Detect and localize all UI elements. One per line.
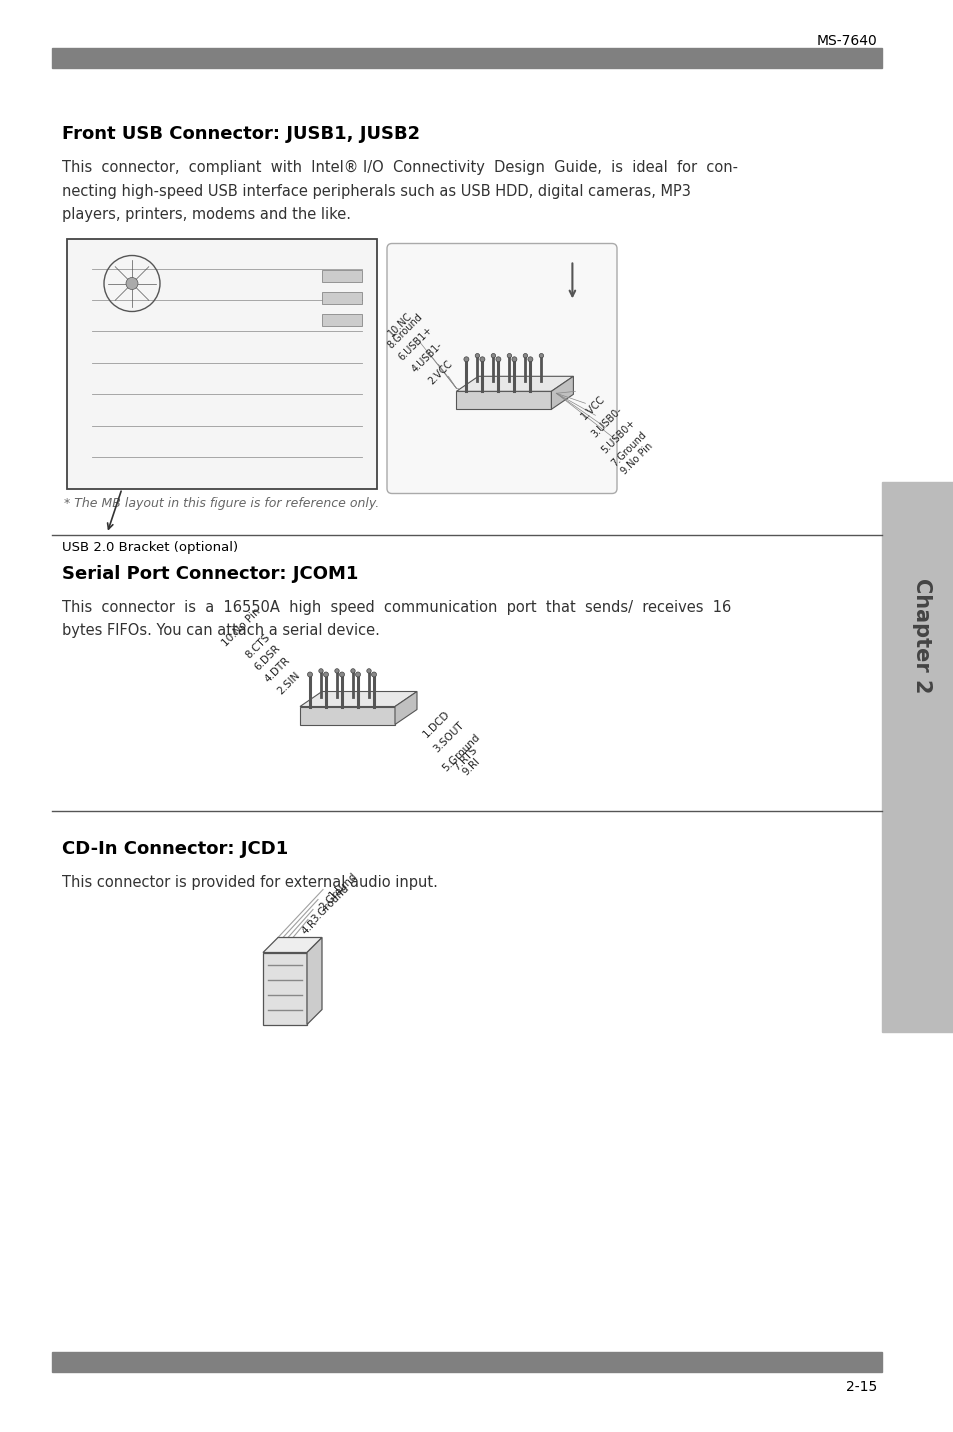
Text: 4.USB1-: 4.USB1- [410,339,444,374]
Text: 1.L: 1.L [327,882,345,901]
Polygon shape [307,938,322,1024]
Text: MS-7640: MS-7640 [816,34,876,49]
Text: 2.Ground: 2.Ground [317,871,359,912]
Text: Chapter 2: Chapter 2 [911,579,931,693]
Bar [322,314,361,325]
Circle shape [527,357,533,362]
Polygon shape [263,938,322,952]
Bar [322,269,361,282]
Text: Front USB Connector: JUSB1, JUSB2: Front USB Connector: JUSB1, JUSB2 [62,125,419,143]
Text: 2.SIN: 2.SIN [275,670,302,696]
Circle shape [126,278,138,289]
Circle shape [479,357,484,362]
Text: 2.VCC: 2.VCC [426,358,454,387]
Text: 10.No Pin: 10.No Pin [220,606,262,649]
Text: USB 2.0 Bracket (optional): USB 2.0 Bracket (optional) [62,540,238,554]
Circle shape [522,354,527,358]
Circle shape [339,672,344,677]
Circle shape [307,672,313,677]
Text: bytes FIFOs. You can attach a serial device.: bytes FIFOs. You can attach a serial dev… [62,623,379,639]
Circle shape [366,669,371,673]
Text: CD-In Connector: JCD1: CD-In Connector: JCD1 [62,841,288,859]
Circle shape [323,672,328,677]
Text: Serial Port Connector: JCOM1: Serial Port Connector: JCOM1 [62,564,358,583]
Polygon shape [395,692,416,725]
Circle shape [507,354,511,358]
Circle shape [491,354,495,358]
Text: 8.Ground: 8.Ground [385,312,424,351]
Text: 2-15: 2-15 [845,1380,876,1393]
Text: 3.Ground: 3.Ground [309,884,350,925]
Text: This connector is provided for external audio input.: This connector is provided for external … [62,875,437,891]
Bar [52,1352,882,1372]
Text: 9.RI: 9.RI [460,756,482,778]
Text: This  connector,  compliant  with  Intel® I/O  Connectivity  Design  Guide,  is : This connector, compliant with Intel® I/… [62,160,738,175]
Text: 5.Ground: 5.Ground [440,733,482,773]
Text: 6.USB1+: 6.USB1+ [396,325,434,362]
Polygon shape [551,377,573,410]
Text: 9.No Pin: 9.No Pin [618,441,655,477]
Circle shape [318,669,323,673]
Circle shape [335,669,339,673]
Bar [52,49,882,67]
Text: 4.R: 4.R [299,918,319,937]
Circle shape [512,357,517,362]
Bar [263,952,307,1024]
Text: 1.VCC: 1.VCC [578,394,606,421]
Circle shape [538,354,543,358]
Bar [67,239,376,488]
Bar [882,483,953,1032]
Text: 6.DSR: 6.DSR [253,643,282,673]
Text: * The MB layout in this figure is for reference only.: * The MB layout in this figure is for re… [64,497,379,510]
Text: 7.RTS: 7.RTS [451,745,478,772]
Bar [322,292,361,304]
Text: 7.Ground: 7.Ground [609,430,648,468]
Text: 10.NC: 10.NC [386,311,414,338]
Circle shape [496,357,500,362]
Polygon shape [299,692,416,706]
Circle shape [371,672,376,677]
FancyBboxPatch shape [387,243,617,494]
Bar [299,706,395,725]
Text: players, printers, modems and the like.: players, printers, modems and the like. [62,208,351,222]
Polygon shape [456,377,573,391]
Text: necting high-speed USB interface peripherals such as USB HDD, digital cameras, M: necting high-speed USB interface periphe… [62,183,690,199]
Text: 5.USB0+: 5.USB0+ [598,417,637,455]
Text: 4.DTR: 4.DTR [262,656,292,684]
Text: 1.DCD: 1.DCD [420,709,451,739]
Circle shape [355,672,360,677]
Circle shape [475,354,479,358]
Text: 8.CTS: 8.CTS [243,632,272,660]
Text: 3.USB0-: 3.USB0- [589,405,623,440]
Circle shape [463,357,469,362]
Text: 3.SOUT: 3.SOUT [431,720,465,755]
Bar [456,391,551,410]
Text: This  connector  is  a  16550A  high  speed  communication  port  that  sends/  : This connector is a 16550A high speed co… [62,600,731,614]
Circle shape [351,669,355,673]
